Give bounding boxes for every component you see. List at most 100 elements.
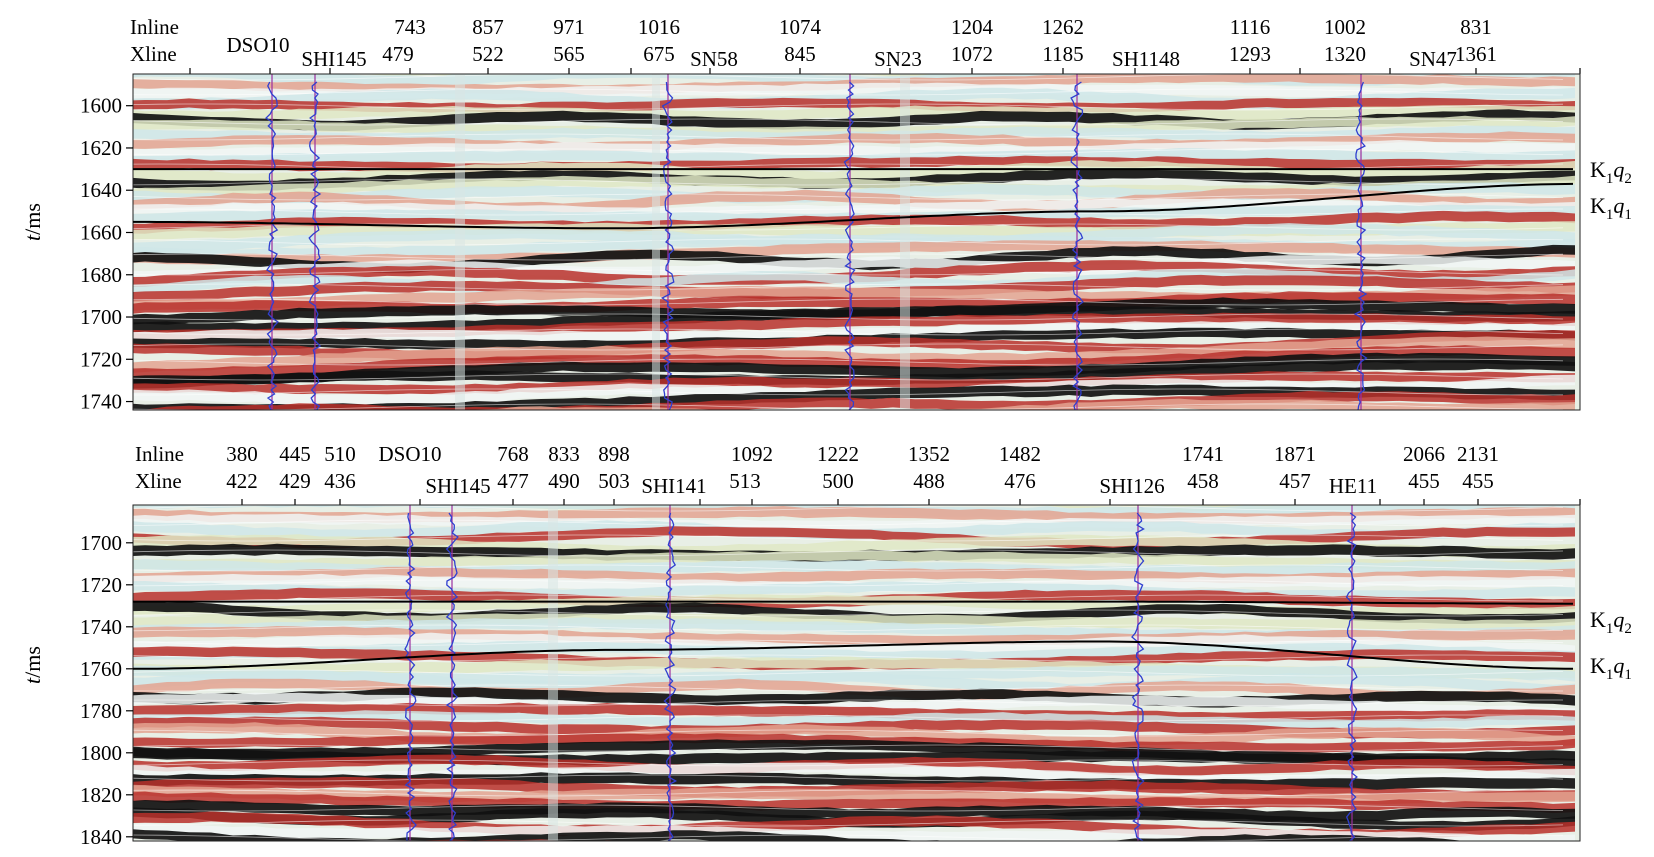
trace-highlight bbox=[133, 819, 1564, 827]
trace-label-1: 857 522 bbox=[472, 15, 504, 66]
trace-highlight bbox=[133, 534, 1564, 542]
inline-value: 510 bbox=[324, 442, 356, 466]
xline-value: 458 bbox=[1187, 469, 1219, 493]
trace-label-5: 898 503 bbox=[598, 442, 630, 493]
inline-value: 898 bbox=[598, 442, 630, 466]
reflector-band bbox=[133, 573, 1575, 592]
trace-highlight bbox=[133, 834, 1564, 841]
well-label-DSO10: DSO10 bbox=[226, 33, 289, 57]
trace-label-9: 831 1361 bbox=[1455, 15, 1497, 66]
inline-header-label: Inline bbox=[135, 442, 184, 466]
trace-highlight bbox=[133, 358, 1564, 366]
reflector-band bbox=[133, 359, 1575, 389]
top-axis-ticks bbox=[241, 499, 1581, 505]
inline-value: 2131 bbox=[1457, 442, 1499, 466]
reflector-band bbox=[133, 160, 1575, 184]
trace-label-2: 510 436 bbox=[324, 442, 356, 493]
xline-value: 675 bbox=[643, 42, 675, 66]
trace-highlight bbox=[133, 118, 1564, 126]
well-label-SN23: SN23 bbox=[874, 47, 922, 71]
trace-highlight bbox=[133, 684, 1563, 692]
seismic-section-bottom bbox=[133, 505, 1580, 841]
y-tick-label: 1660 bbox=[80, 220, 122, 244]
trace-label-9: 1482 476 bbox=[999, 442, 1041, 493]
trace-highlight bbox=[133, 609, 1564, 617]
reflector-band bbox=[133, 321, 1575, 343]
trace-highlight bbox=[133, 298, 1564, 306]
seismic-bands bbox=[133, 505, 1575, 841]
xline-value: 565 bbox=[553, 42, 585, 66]
trace-label-11: 1871 457 bbox=[1274, 442, 1316, 493]
inline-value: 1871 bbox=[1274, 442, 1316, 466]
trace-highlight bbox=[133, 268, 1564, 276]
inline-value: 1002 bbox=[1324, 15, 1366, 39]
y-tick-label: 1740 bbox=[80, 615, 122, 639]
xline-value: 522 bbox=[472, 42, 504, 66]
trace-highlight bbox=[133, 343, 1564, 351]
inline-value: 1204 bbox=[951, 15, 994, 39]
xline-value: 513 bbox=[729, 469, 761, 493]
trace-label-3: 1016 675 bbox=[638, 15, 680, 66]
trace-label-8: 1352 488 bbox=[908, 442, 950, 493]
well-log-curve bbox=[663, 512, 678, 841]
xline-value: 1361 bbox=[1455, 42, 1497, 66]
well-label-SHI145: SHI145 bbox=[425, 474, 490, 498]
well-log-curve bbox=[1353, 81, 1368, 410]
section-frame bbox=[132, 504, 1581, 842]
inline-value: 1116 bbox=[1230, 15, 1270, 39]
trace-label-6: 1262 1185 bbox=[1042, 15, 1084, 66]
well-label-HE11: HE11 bbox=[1329, 474, 1377, 498]
trace-highlight bbox=[133, 729, 1564, 737]
reflector-band bbox=[133, 352, 1575, 386]
y-tick-label: 1700 bbox=[80, 305, 122, 329]
well-label-SN58: SN58 bbox=[690, 47, 738, 71]
reflector-band bbox=[133, 345, 1575, 379]
panel-bottom: Inline Xline 380 422 445 429 510 436 768… bbox=[20, 442, 1632, 849]
top-axis-ticks bbox=[189, 68, 1581, 74]
horizon-label-K1q1-bottom: K1q1 bbox=[1590, 653, 1632, 683]
xline-value: 422 bbox=[226, 469, 258, 493]
inline-value: 857 bbox=[472, 15, 504, 39]
trace-highlight bbox=[133, 313, 1564, 321]
reflector-band bbox=[133, 336, 1575, 373]
trace-highlight bbox=[133, 639, 1564, 647]
y-tick-label: 1840 bbox=[80, 825, 122, 849]
trace-label-7: 1116 1293 bbox=[1229, 15, 1271, 66]
seismic-section-top bbox=[133, 74, 1580, 410]
trace-highlight bbox=[133, 744, 1564, 752]
reflector-band bbox=[133, 692, 1575, 718]
trace-highlight bbox=[133, 373, 1564, 381]
trace-highlight bbox=[133, 579, 1564, 587]
trace-highlight bbox=[133, 714, 1564, 722]
reflector-band bbox=[133, 140, 1575, 160]
inline-value: 971 bbox=[553, 15, 585, 39]
well-label-SHI126: SHI126 bbox=[1099, 474, 1164, 498]
inline-value: 831 bbox=[1460, 15, 1492, 39]
inline-value: 445 bbox=[279, 442, 311, 466]
trace-highlight bbox=[133, 388, 1564, 396]
trace-label-13: 2131 455 bbox=[1457, 442, 1499, 493]
trace-highlight bbox=[133, 564, 1564, 572]
well-label-SHI141: SHI141 bbox=[641, 474, 706, 498]
well-log-curve bbox=[1070, 81, 1084, 410]
trace-highlight bbox=[133, 178, 1564, 186]
reflector-band bbox=[315, 839, 631, 841]
inline-value: 2066 bbox=[1403, 442, 1445, 466]
trace-highlight bbox=[133, 624, 1564, 632]
fault-zone bbox=[900, 74, 910, 410]
reflector-band bbox=[133, 148, 1575, 166]
trace-highlight bbox=[133, 699, 1563, 707]
well-label-SH1148: SH1148 bbox=[1112, 47, 1180, 71]
xline-value: 455 bbox=[1408, 469, 1440, 493]
trace-highlight bbox=[133, 403, 1564, 410]
trace-highlight bbox=[133, 208, 1563, 216]
reflector-band bbox=[133, 632, 1575, 656]
xline-value: 457 bbox=[1279, 469, 1311, 493]
trace-label-2: 971 565 bbox=[553, 15, 585, 66]
y-axis-title-bottom: t/ms bbox=[20, 646, 45, 684]
y-tick-label: 1640 bbox=[80, 178, 122, 202]
trace-label-4: 1074 845 bbox=[779, 15, 822, 66]
y-tick-label: 1780 bbox=[80, 699, 122, 723]
inline-value: 380 bbox=[226, 442, 258, 466]
xline-value: 1320 bbox=[1324, 42, 1366, 66]
